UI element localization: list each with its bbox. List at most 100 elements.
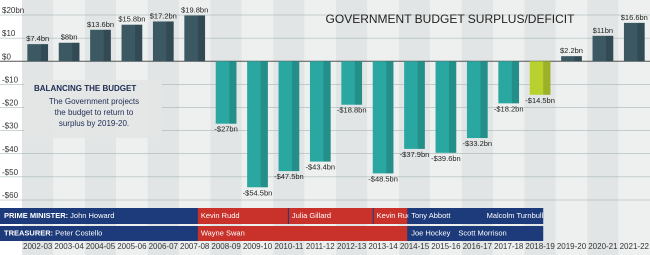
x-tick-label: 2007-08	[180, 242, 210, 251]
bar-shade	[103, 29, 111, 62]
bar-shade	[386, 61, 394, 174]
band-label: TREASURER:	[4, 228, 53, 237]
value-label: -$37.9bn	[400, 150, 430, 159]
y-tick-label: $0	[2, 52, 11, 61]
column-stripe	[555, 0, 588, 255]
bar-shade	[197, 15, 206, 62]
value-label: $16.6bn	[621, 13, 648, 22]
x-tick-label: 2014-15	[400, 242, 430, 251]
leader-name: Kevin Rudd	[201, 211, 240, 220]
y-tick-label: -$10	[2, 75, 19, 84]
bar	[623, 22, 645, 62]
bar	[121, 24, 143, 62]
bar-shade	[511, 61, 520, 104]
bar	[152, 21, 174, 62]
leader-band	[455, 226, 543, 241]
bar	[309, 61, 331, 162]
bar-shade	[229, 61, 237, 124]
leader-name: Joe Hockey	[411, 228, 450, 237]
bar	[27, 44, 49, 62]
annotation-box	[24, 80, 162, 138]
value-label: -$39.6bn	[431, 154, 461, 163]
x-tick-label: 2010-11	[275, 242, 304, 251]
bar-shade	[637, 22, 645, 62]
y-tick-label: $10	[2, 29, 16, 38]
bar-shade	[40, 44, 49, 62]
annotation-heading: BALANCING THE BUDGET	[34, 84, 136, 93]
y-tick-label: -$30	[2, 122, 19, 131]
bar	[341, 61, 363, 105]
bar-shade	[292, 61, 300, 172]
bar	[592, 35, 614, 62]
bar-shade	[417, 61, 425, 149]
leader-band	[483, 208, 543, 224]
value-label: -$48.5bn	[368, 174, 398, 183]
x-tick-label: 2002-03	[23, 242, 53, 251]
leader-name: Malcolm Turnbull	[487, 211, 544, 220]
leader-name: Kevin Rudd	[377, 211, 416, 220]
bar-shade	[354, 61, 363, 105]
x-tick-label: 2021-22	[620, 242, 650, 251]
y-tick-label: -$50	[2, 168, 19, 177]
value-label: $19.8bn	[181, 5, 208, 14]
y-tick-label: -$40	[2, 145, 19, 154]
leader-band	[0, 226, 197, 241]
y-tick-label: -$20	[2, 99, 19, 108]
leader-band	[408, 226, 455, 241]
bar-shade	[606, 35, 614, 62]
value-label: -$27bn	[214, 125, 237, 134]
bar-shade	[260, 61, 268, 188]
leader-name: Scott Morrison	[458, 228, 506, 237]
bar-shade	[543, 61, 551, 95]
x-tick-label: 2006-07	[149, 242, 179, 251]
x-tick-label: 2020-21	[588, 242, 618, 251]
bar-shade	[574, 56, 582, 62]
x-tick-label: 2004-05	[86, 242, 116, 251]
x-tick-label: 2016-17	[463, 242, 493, 251]
annotation-text: surplus by 2019-20.	[59, 119, 129, 128]
value-label: $7.4bn	[26, 34, 49, 43]
value-label: $17.2bn	[150, 11, 177, 20]
x-tick-label: 2017-18	[494, 242, 524, 251]
bar	[498, 61, 520, 104]
bar	[561, 56, 582, 62]
x-tick-label: 2015-16	[431, 242, 461, 251]
value-label: -$54.5bn	[243, 188, 273, 197]
x-tick-label: 2018-19	[525, 242, 555, 251]
bar	[184, 15, 206, 62]
value-label: $11bn	[593, 26, 613, 35]
bar	[529, 61, 551, 95]
bar	[466, 61, 488, 139]
leader-band	[197, 208, 288, 224]
y-tick-label: $20bn	[2, 6, 24, 15]
x-tick-label: 2008-09	[211, 242, 241, 251]
bar	[404, 61, 425, 149]
x-tick-label: 2012-13	[337, 242, 367, 251]
value-label: -$14.5bn	[525, 96, 555, 105]
leader-name: Peter Costello	[55, 228, 102, 237]
value-label: -$43.4bn	[305, 163, 335, 172]
bar	[215, 61, 237, 124]
bar	[247, 61, 268, 188]
band-label: PRIME MINISTER:	[4, 211, 68, 220]
value-label: $8bn	[61, 33, 78, 42]
x-tick-label: 2005-06	[117, 242, 147, 251]
value-label: -$33.2bn	[462, 139, 492, 148]
bar-shade	[72, 42, 80, 62]
leader-name: Julia Gillard	[292, 211, 331, 220]
y-tick-label: -$60	[2, 191, 19, 200]
bar-shade	[480, 61, 488, 139]
x-tick-label: 2019-20	[557, 242, 587, 251]
bar-shade	[166, 21, 174, 62]
chart-title: GOVERNMENT BUDGET SURPLUS/DEFICIT	[326, 12, 576, 26]
bar-shade	[135, 24, 143, 62]
bar	[372, 61, 394, 174]
leader-name: John Howard	[70, 211, 114, 220]
annotation-text: The Government projects	[49, 97, 139, 106]
x-tick-label: 2009-10	[243, 242, 273, 251]
leader-band	[408, 208, 483, 224]
value-label: -$18.8bn	[337, 106, 367, 115]
bar-shade	[323, 61, 331, 162]
leader-band	[197, 226, 408, 241]
